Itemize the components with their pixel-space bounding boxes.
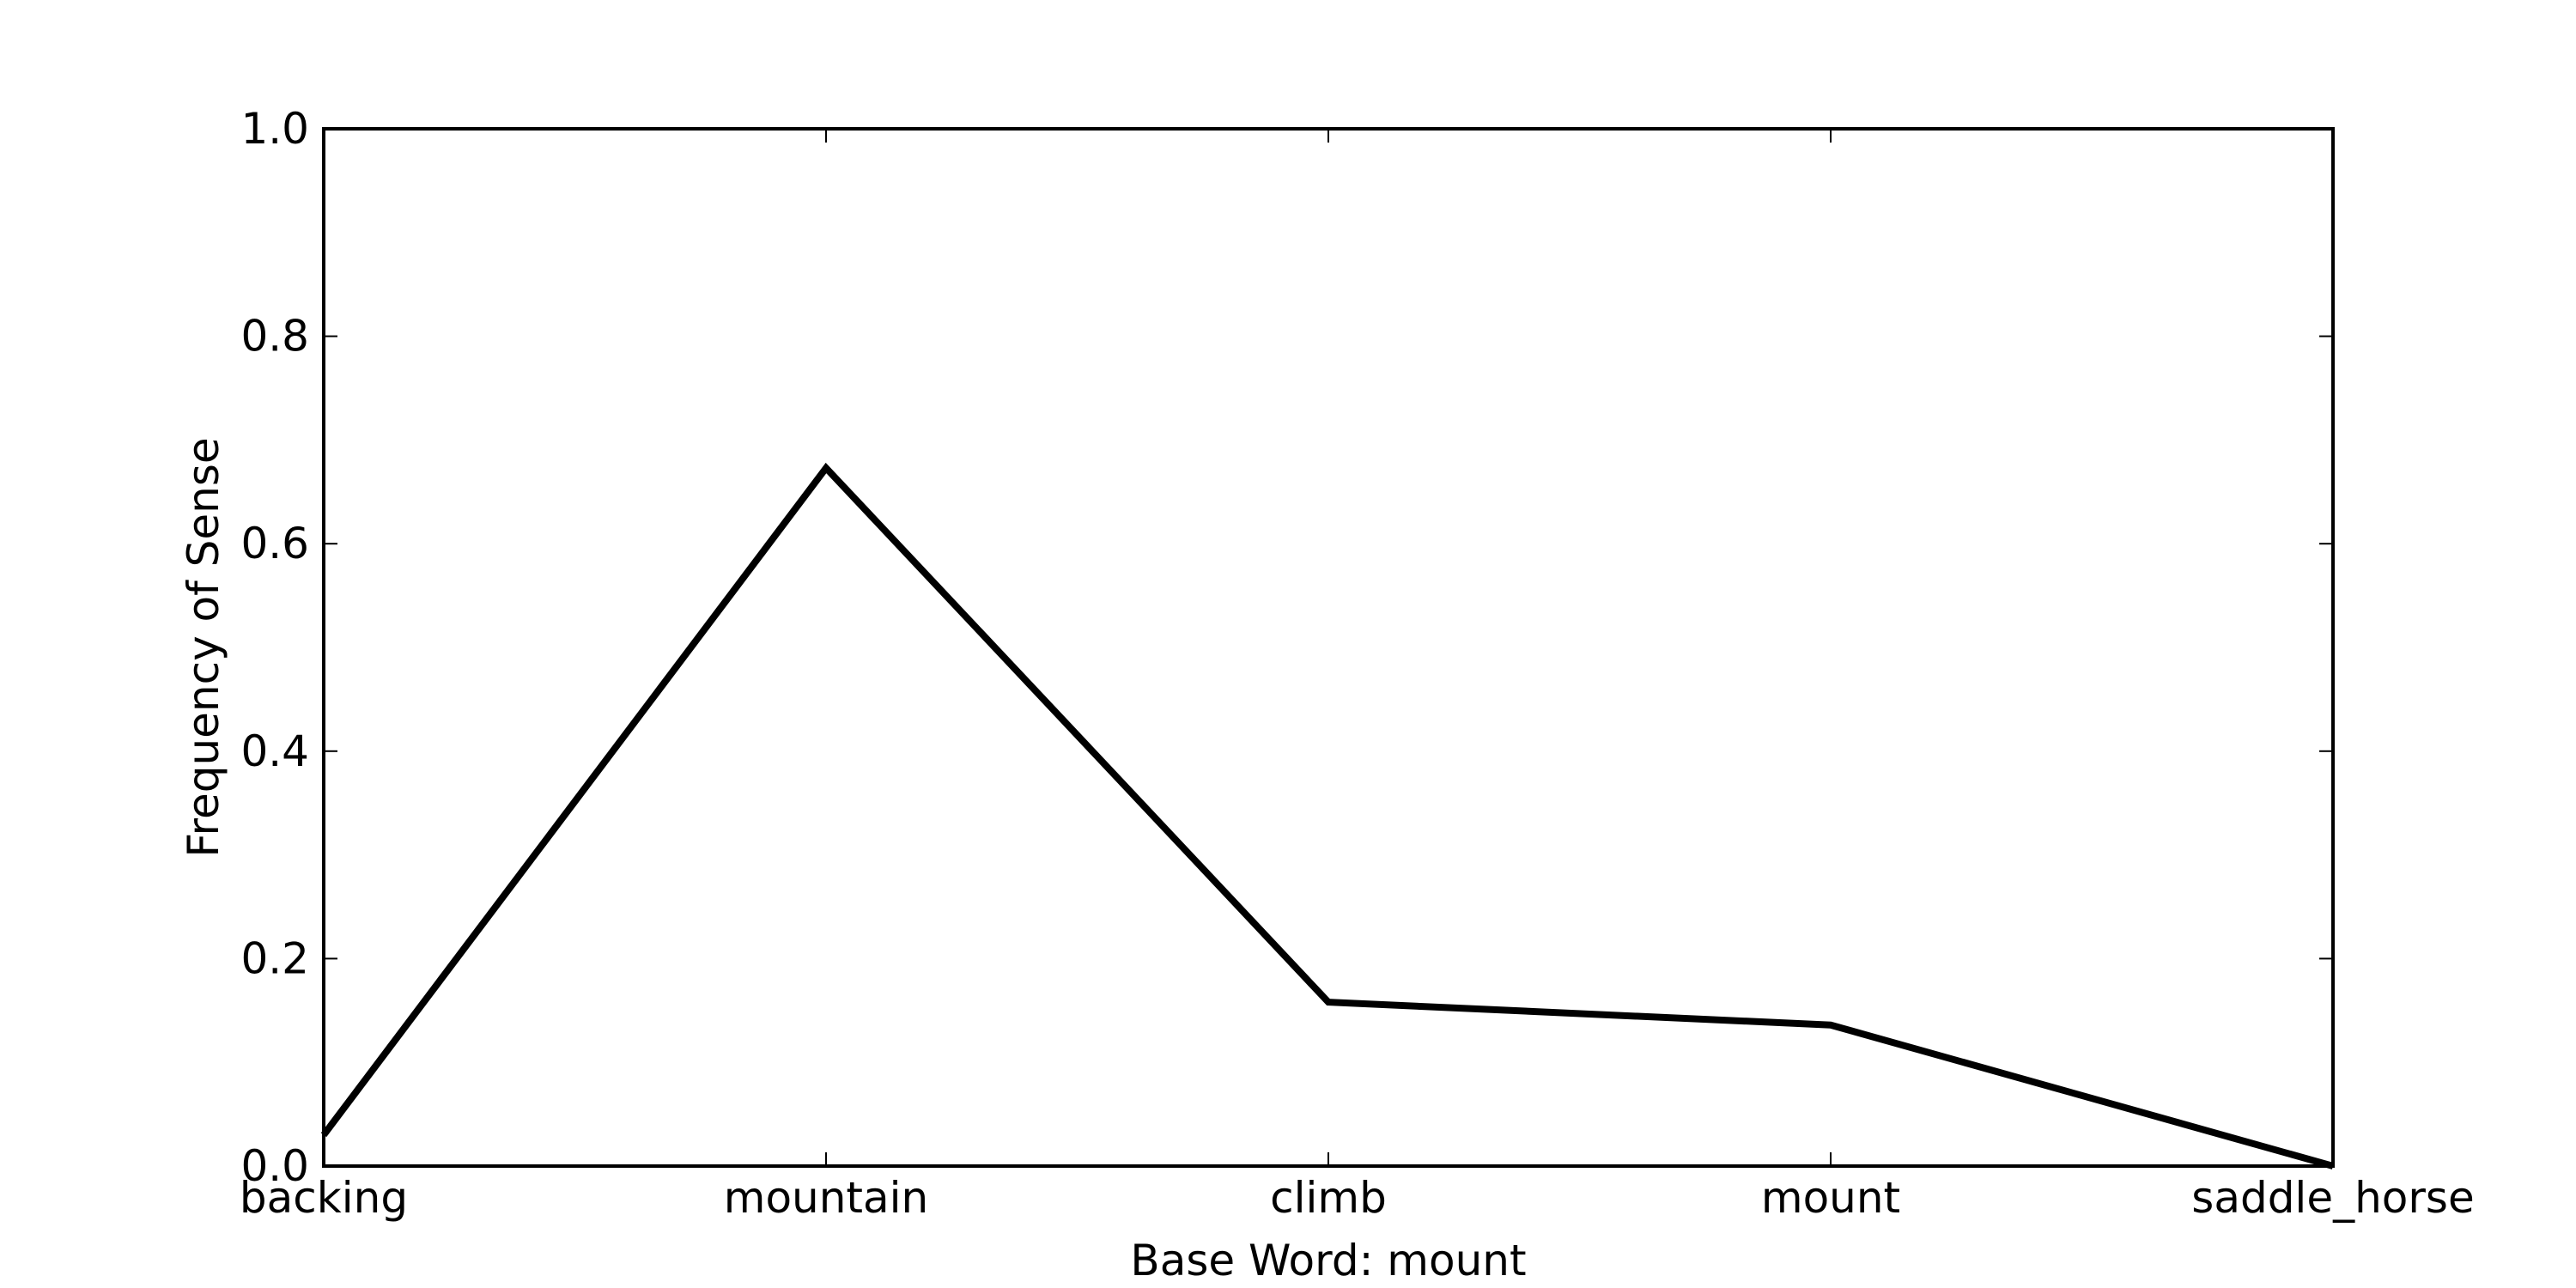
x-tick-label: saddle_horse [2191, 1173, 2474, 1223]
x-tick-labels: backing mountain climb mount saddle_horse [240, 1173, 2475, 1223]
y-tick-label: 1.0 [240, 104, 309, 154]
y-tick-label: 0.6 [240, 519, 309, 568]
x-tick-label: mountain [724, 1173, 929, 1223]
x-tick-label: mount [1761, 1173, 1900, 1223]
y-tick-label: 0.4 [240, 726, 309, 776]
series-line [320, 462, 2335, 1170]
x-axis-label: Base Word: mount [1130, 1236, 1526, 1285]
x-tick-label: climb [1270, 1173, 1387, 1223]
y-tick-labels: 0.0 0.2 0.4 0.6 0.8 1.0 [240, 104, 309, 1191]
y-tick-label: 0.0 [240, 1141, 309, 1191]
y-tick-label: 0.2 [240, 933, 309, 983]
y-axis-label: Frequency of Sense [179, 437, 228, 857]
x-tick-label: backing [240, 1173, 408, 1223]
y-tick-label: 0.8 [240, 312, 309, 361]
plot-background [324, 129, 2333, 1166]
plot-frame [322, 127, 2335, 1168]
